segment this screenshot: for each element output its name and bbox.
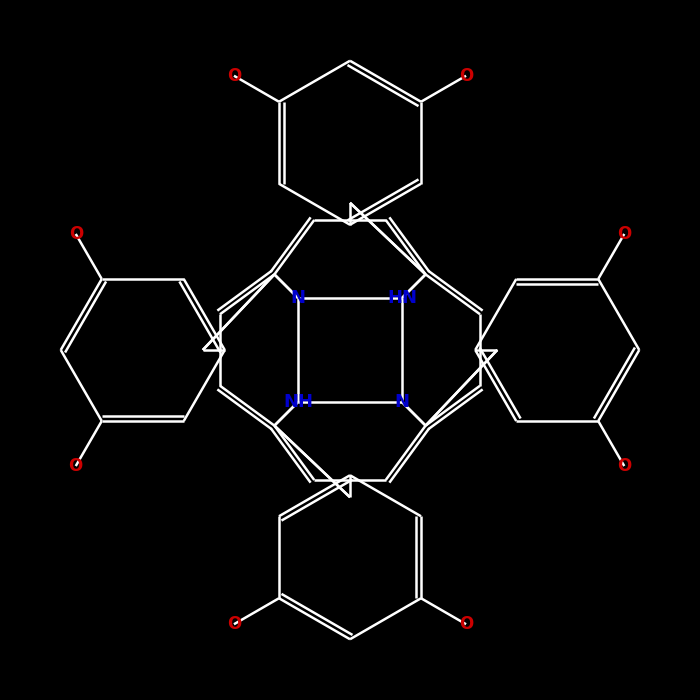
Text: O: O xyxy=(617,225,631,243)
Text: HN: HN xyxy=(387,289,417,307)
Text: O: O xyxy=(69,457,83,475)
Text: O: O xyxy=(617,457,631,475)
Text: NH: NH xyxy=(283,393,313,411)
Text: O: O xyxy=(227,615,241,634)
Text: N: N xyxy=(290,289,305,307)
Text: N: N xyxy=(395,393,409,411)
Text: O: O xyxy=(69,225,83,243)
Text: O: O xyxy=(459,66,473,85)
Text: O: O xyxy=(227,66,241,85)
Text: O: O xyxy=(459,615,473,634)
